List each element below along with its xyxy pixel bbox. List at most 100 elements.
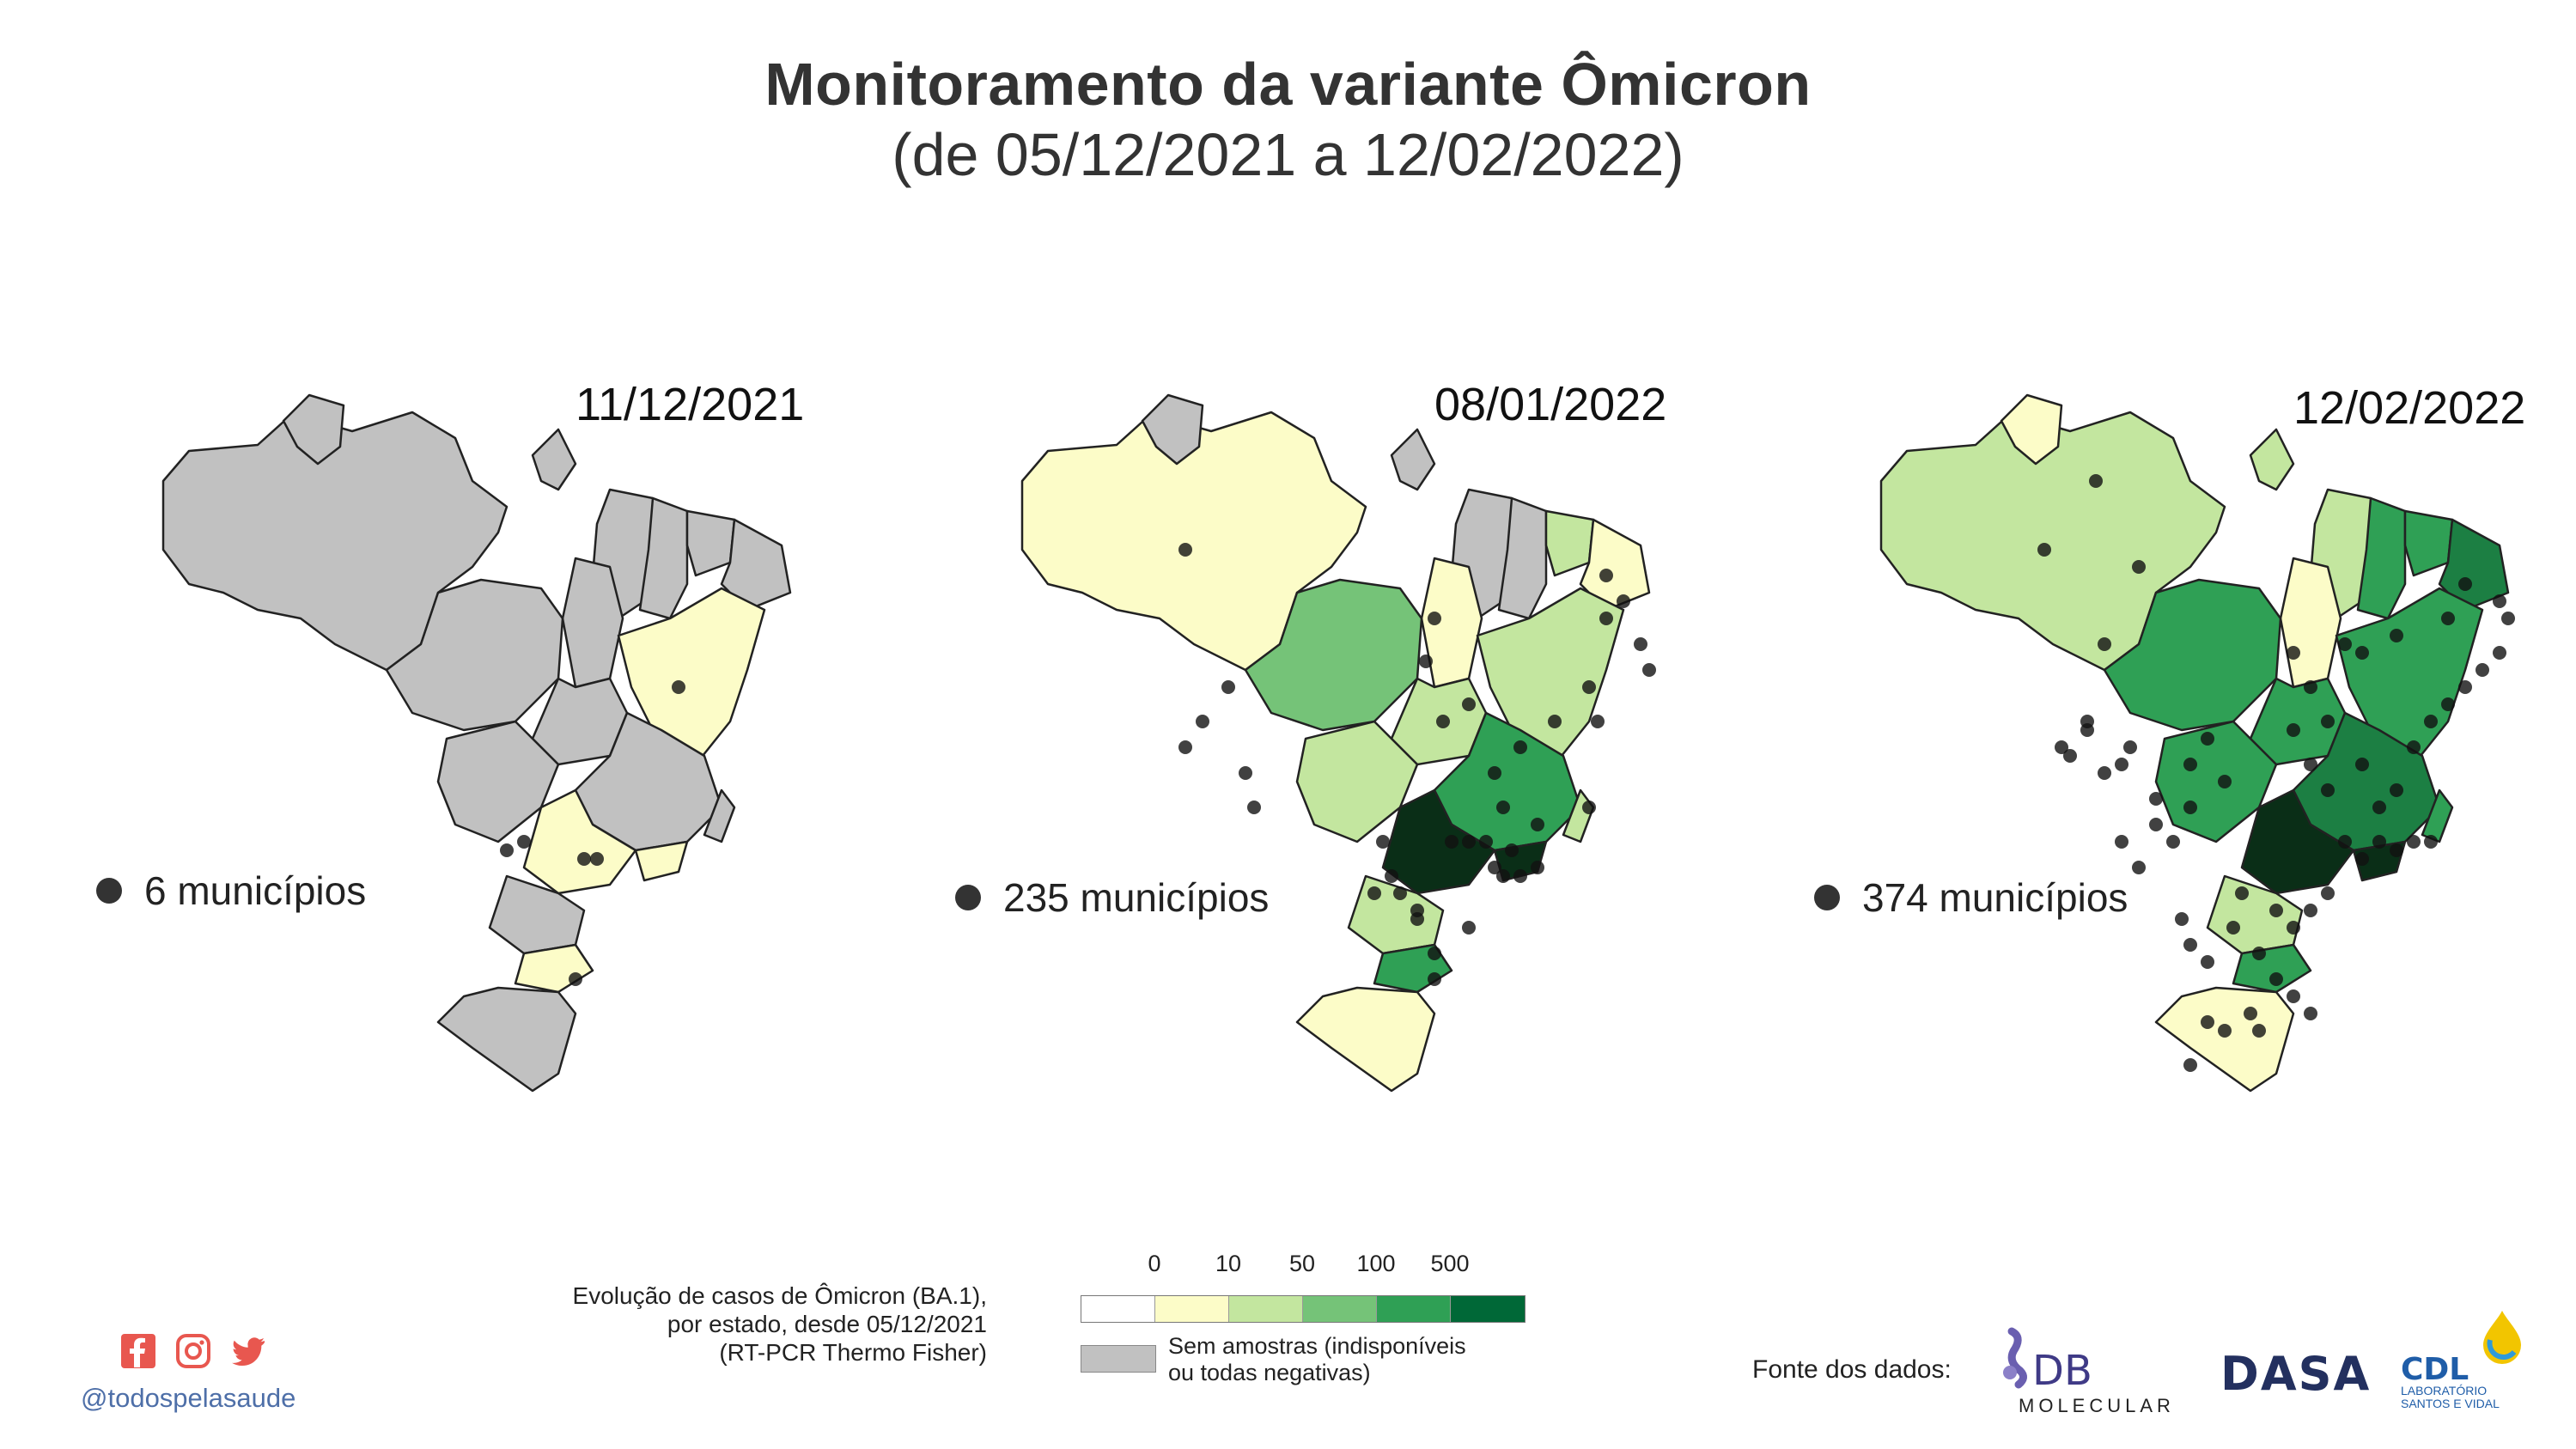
municipio-dot-icon	[955, 885, 981, 910]
facebook-icon[interactable]	[120, 1333, 156, 1369]
municipio-marker	[1582, 801, 1596, 814]
db-logo-subtext: MOLECULAR	[2019, 1395, 2175, 1416]
scale-swatch	[1155, 1296, 1229, 1322]
state-sao-paulo	[522, 788, 637, 895]
municipio-marker	[2252, 1024, 2266, 1038]
db-logo-text: DB	[2032, 1347, 2092, 1395]
municipio-marker	[2441, 697, 2455, 711]
municipio-marker	[2218, 775, 2232, 788]
municipio-marker	[2372, 801, 2386, 814]
cdl-sub-line: SANTOS E VIDAL	[2401, 1397, 2500, 1410]
social-handle[interactable]: @todospelasaude	[81, 1383, 296, 1413]
state-mato-grosso	[1244, 578, 1423, 732]
municipio-marker	[2149, 818, 2163, 831]
municipio-marker	[1445, 835, 1459, 849]
municipio-marker	[2089, 474, 2103, 488]
municipio-marker	[2201, 732, 2214, 746]
municipio-marker	[1221, 680, 1235, 694]
municipio-marker	[1178, 740, 1192, 754]
municipio-marker	[500, 843, 514, 857]
municipio-marker	[2287, 646, 2300, 660]
page-subtitle: (de 05/12/2021 a 12/02/2022)	[892, 121, 1684, 188]
municipio-marker	[2355, 852, 2369, 866]
na-swatch	[1081, 1345, 1156, 1373]
state-sc	[514, 943, 594, 994]
municipio-marker	[2493, 646, 2506, 660]
municipio-marker	[2115, 835, 2128, 849]
map-panel-1: 11/12/2021 6 municípios	[96, 361, 953, 1099]
municipio-marker	[1479, 835, 1493, 849]
state-ceara	[685, 509, 736, 577]
municipio-marker	[2201, 1015, 2214, 1029]
state-bahia	[617, 587, 766, 766]
municipio-marker	[1385, 869, 1398, 883]
municipio-marker	[2304, 904, 2317, 917]
municipio-marker	[2037, 543, 2051, 557]
municipio-marker	[2476, 663, 2489, 677]
state-bahia	[2335, 587, 2484, 766]
municipio-marker	[1642, 663, 1656, 677]
state-amapa	[2249, 428, 2295, 491]
municipio-marker	[2080, 715, 2094, 728]
municipio-marker	[1419, 654, 1433, 668]
municipio-marker	[2390, 783, 2403, 797]
municipio-marker	[2269, 904, 2283, 917]
na-text-line: ou todas negativas)	[1168, 1360, 1371, 1385]
municipio-marker	[2183, 938, 2197, 952]
municipio-marker	[1488, 766, 1501, 780]
state-rio	[634, 840, 689, 882]
brazil-map-3	[1879, 393, 2515, 1093]
municipio-marker	[2355, 758, 2369, 771]
municipio-marker	[1393, 886, 1407, 900]
state-amapa	[1390, 428, 1436, 491]
municipio-marker	[1505, 843, 1519, 857]
map-date-1: 11/12/2021	[575, 379, 805, 430]
municipio-marker	[1599, 612, 1613, 625]
na-legend-text: Sem amostras (indisponíveis ou todas neg…	[1168, 1333, 1466, 1386]
municipio-marker	[1513, 869, 1527, 883]
municipio-marker	[569, 972, 582, 986]
municipio-marker	[2132, 560, 2146, 574]
municipio-marker	[2304, 758, 2317, 771]
scale-tick: 500	[1430, 1251, 1470, 1276]
municipio-marker	[2098, 637, 2111, 651]
municipio-marker	[1599, 569, 1613, 582]
state-ceara	[2403, 509, 2454, 577]
municipio-marker	[2458, 680, 2472, 694]
municipio-marker	[1178, 543, 1192, 557]
municipio-marker	[2441, 612, 2455, 625]
municipio-marker	[1436, 715, 1450, 728]
municipio-marker	[1513, 740, 1527, 754]
municipio-marker	[2287, 989, 2300, 1003]
scale-tick: 100	[1356, 1251, 1396, 1276]
municipio-marker	[2321, 715, 2335, 728]
legend-caption: Evolução de casos de Ômicron (BA.1), por…	[573, 1282, 987, 1367]
twitter-icon[interactable]	[230, 1333, 266, 1369]
municipio-marker	[1239, 766, 1252, 780]
instagram-icon[interactable]	[175, 1333, 211, 1369]
cdl-logo-subtext: LABORATÓRIO SANTOS E VIDAL	[2401, 1385, 2500, 1410]
municipio-marker	[1591, 715, 1605, 728]
state-sc	[2232, 943, 2312, 994]
municipio-marker	[2424, 835, 2438, 849]
municipios-label-2: 235 municípios	[955, 874, 1269, 921]
municipio-marker	[1428, 972, 1441, 986]
brazil-map-1	[161, 393, 792, 1093]
municipio-marker	[672, 680, 685, 694]
municipio-marker	[2175, 912, 2189, 926]
state-amapa	[531, 428, 577, 491]
municipio-marker	[2390, 843, 2403, 857]
municipio-marker	[2287, 921, 2300, 935]
municipio-marker	[2321, 783, 2335, 797]
municipio-dot-icon	[96, 878, 122, 904]
municipio-marker	[2149, 792, 2163, 806]
municipio-marker	[2115, 758, 2128, 771]
brazil-map-2	[1020, 393, 1656, 1093]
scale-swatch	[1229, 1296, 1303, 1322]
state-mato-grosso	[385, 578, 564, 732]
scale-tick: 10	[1215, 1251, 1242, 1276]
municipio-marker	[1376, 835, 1390, 849]
municipio-marker	[1462, 697, 1476, 711]
municipio-marker	[2063, 749, 2077, 763]
municipio-marker	[2183, 801, 2197, 814]
